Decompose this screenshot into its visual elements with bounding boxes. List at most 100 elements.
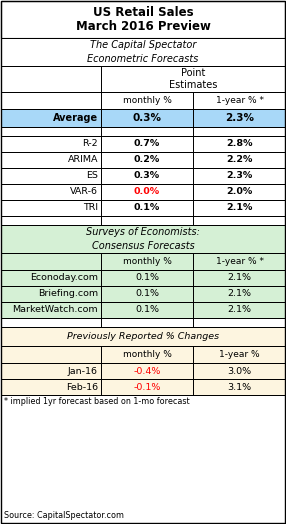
Bar xyxy=(1,66,285,92)
Bar xyxy=(1,127,285,136)
Bar xyxy=(101,152,193,168)
Bar xyxy=(193,109,286,127)
Text: The Capital Spectator: The Capital Spectator xyxy=(90,40,196,50)
Bar xyxy=(1,346,101,363)
Text: MarketWatch.com: MarketWatch.com xyxy=(12,305,98,314)
Text: 2.1%: 2.1% xyxy=(226,203,253,213)
Text: Briefing.com: Briefing.com xyxy=(38,289,98,299)
Bar xyxy=(193,270,286,286)
Text: ES: ES xyxy=(86,171,98,180)
Bar xyxy=(193,216,286,225)
Text: 2.3%: 2.3% xyxy=(227,171,253,180)
Text: 0.1%: 0.1% xyxy=(135,274,159,282)
Text: 2.3%: 2.3% xyxy=(225,113,254,123)
Bar xyxy=(1,379,101,395)
Bar xyxy=(1,363,101,379)
Bar xyxy=(193,318,286,327)
Bar xyxy=(1,92,285,109)
Bar xyxy=(1,66,101,92)
Bar xyxy=(1,327,285,346)
Bar xyxy=(193,363,286,379)
Bar xyxy=(193,302,286,318)
Text: 2.1%: 2.1% xyxy=(227,305,251,314)
Text: -0.1%: -0.1% xyxy=(133,383,161,391)
Bar xyxy=(193,286,286,302)
Bar xyxy=(1,1,285,38)
Text: Average: Average xyxy=(53,113,98,123)
Bar xyxy=(1,127,101,136)
Bar xyxy=(1,286,285,302)
Text: Previously Reported % Changes: Previously Reported % Changes xyxy=(67,332,219,341)
Bar xyxy=(101,379,193,395)
Text: -0.4%: -0.4% xyxy=(133,366,161,376)
Bar xyxy=(101,184,193,200)
Bar xyxy=(1,216,101,225)
Bar xyxy=(1,379,285,395)
Bar xyxy=(1,225,285,253)
Bar xyxy=(1,346,285,363)
Text: Jan-16: Jan-16 xyxy=(68,366,98,376)
Bar xyxy=(101,363,193,379)
Bar xyxy=(1,395,285,523)
Bar xyxy=(101,302,193,318)
Text: 0.1%: 0.1% xyxy=(135,289,159,299)
Bar xyxy=(1,152,101,168)
Text: monthly %: monthly % xyxy=(123,350,171,359)
Text: 0.2%: 0.2% xyxy=(134,156,160,165)
Bar xyxy=(1,200,101,216)
Bar xyxy=(1,200,285,216)
Bar xyxy=(1,302,101,318)
Text: Consensus Forecasts: Consensus Forecasts xyxy=(92,241,194,251)
Bar xyxy=(101,253,193,270)
Text: Econometric Forecasts: Econometric Forecasts xyxy=(87,54,199,64)
Bar xyxy=(1,136,285,152)
Text: 2.2%: 2.2% xyxy=(226,156,253,165)
Bar xyxy=(101,318,193,327)
Bar xyxy=(1,184,285,200)
Bar xyxy=(101,200,193,216)
Text: 0.0%: 0.0% xyxy=(134,188,160,196)
Bar xyxy=(1,109,101,127)
Bar xyxy=(1,109,285,127)
Bar xyxy=(1,253,101,270)
Bar xyxy=(193,379,286,395)
Bar xyxy=(101,270,193,286)
Text: 3.0%: 3.0% xyxy=(227,366,252,376)
Bar xyxy=(1,270,101,286)
Text: 0.7%: 0.7% xyxy=(134,139,160,148)
Bar xyxy=(1,395,285,523)
Text: Surveys of Economists:: Surveys of Economists: xyxy=(86,227,200,237)
Bar xyxy=(101,136,193,152)
Bar xyxy=(1,168,285,184)
Bar xyxy=(1,286,101,302)
Text: monthly %: monthly % xyxy=(123,96,171,105)
Bar xyxy=(1,253,285,270)
Bar xyxy=(1,168,101,184)
Text: monthly %: monthly % xyxy=(123,257,171,266)
Text: 0.1%: 0.1% xyxy=(134,203,160,213)
Text: US Retail Sales: US Retail Sales xyxy=(93,6,193,19)
Bar xyxy=(1,318,285,327)
Text: 1-year % *: 1-year % * xyxy=(215,257,263,266)
Bar xyxy=(101,346,193,363)
Text: 3.1%: 3.1% xyxy=(227,383,252,391)
Text: 0.3%: 0.3% xyxy=(134,171,160,180)
Bar xyxy=(193,168,286,184)
Bar xyxy=(193,136,286,152)
Bar xyxy=(193,184,286,200)
Bar xyxy=(101,216,193,225)
Text: 2.1%: 2.1% xyxy=(227,274,251,282)
Bar xyxy=(1,38,285,66)
Text: 2.0%: 2.0% xyxy=(227,188,253,196)
Bar xyxy=(193,253,286,270)
Bar xyxy=(193,92,286,109)
Bar xyxy=(101,66,286,92)
Text: 1-year %: 1-year % xyxy=(219,350,260,359)
Bar xyxy=(1,225,285,253)
Text: TRI: TRI xyxy=(83,203,98,213)
Text: March 2016 Preview: March 2016 Preview xyxy=(76,20,210,33)
Bar xyxy=(1,302,285,318)
Bar xyxy=(1,1,285,38)
Text: 2.8%: 2.8% xyxy=(226,139,253,148)
Text: * implied 1yr forecast based on 1-mo forecast: * implied 1yr forecast based on 1-mo for… xyxy=(4,398,190,407)
